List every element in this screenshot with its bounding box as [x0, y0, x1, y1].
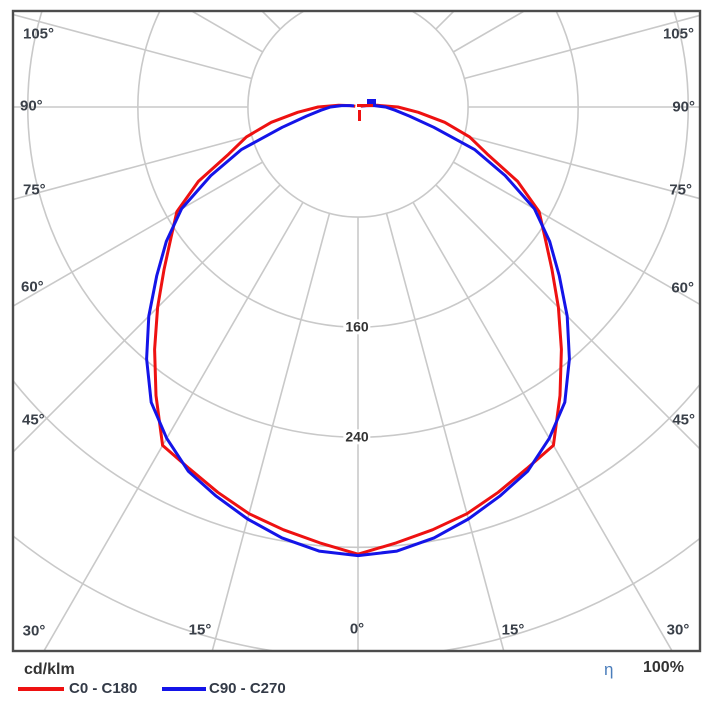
units-label: cd/klm: [24, 661, 75, 678]
legend-label-c0-c180: C0 - C180: [69, 680, 138, 697]
intensity-curves: [145, 103, 571, 558]
legend-label-c90-c270: C90 - C270: [209, 680, 286, 697]
legend-swatch-c90-c270: [162, 687, 206, 691]
center-marks: [357, 99, 376, 121]
efficiency-value: 100%: [643, 659, 684, 676]
efficiency-symbol: η: [604, 660, 614, 679]
legend-swatch-c0-c180: [18, 687, 64, 691]
curve-c90-c270: [145, 104, 571, 558]
plot-border: [11, 9, 702, 653]
